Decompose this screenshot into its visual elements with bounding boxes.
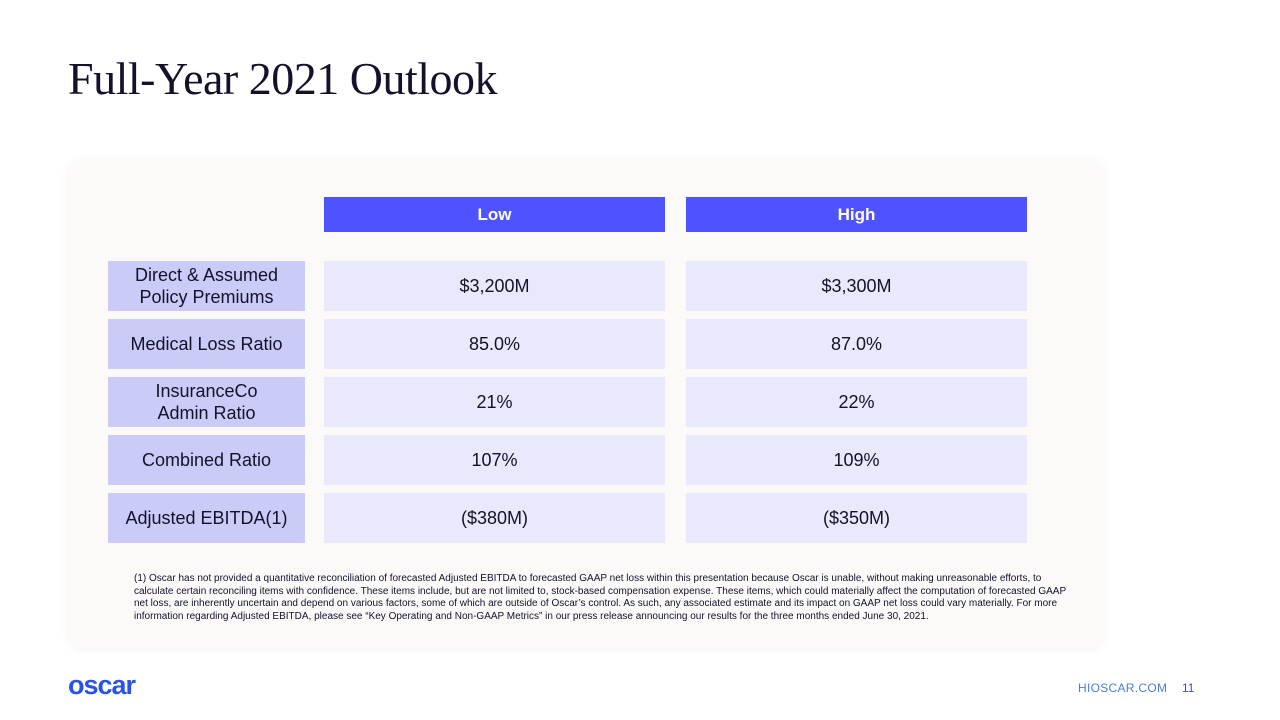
cell-combined-ratio-high: 109%: [686, 435, 1027, 485]
cell-mlr-low: 85.0%: [324, 319, 665, 369]
cell-adjusted-ebitda-high: ($350M): [686, 493, 1027, 543]
column-header-low: Low: [324, 197, 665, 232]
cell-premiums-low: $3,200M: [324, 261, 665, 311]
row-label-mlr: Medical Loss Ratio: [108, 319, 305, 369]
row-label-combined-ratio: Combined Ratio: [108, 435, 305, 485]
cell-admin-ratio-high: 22%: [686, 377, 1027, 427]
oscar-logo: oscar: [68, 670, 136, 700]
row-label-admin-ratio: InsuranceCo Admin Ratio: [108, 377, 305, 427]
page-number: 11: [1182, 681, 1195, 695]
cell-admin-ratio-low: 21%: [324, 377, 665, 427]
website-link[interactable]: HIOSCAR.COM: [1078, 681, 1168, 695]
cell-mlr-high: 87.0%: [686, 319, 1027, 369]
column-header-high: High: [686, 197, 1027, 232]
cell-combined-ratio-low: 107%: [324, 435, 665, 485]
row-label-premiums: Direct & Assumed Policy Premiums: [108, 261, 305, 311]
slide-title: Full-Year 2021 Outlook: [68, 53, 498, 104]
cell-premiums-high: $3,300M: [686, 261, 1027, 311]
cell-adjusted-ebitda-low: ($380M): [324, 493, 665, 543]
row-label-adjusted-ebitda: Adjusted EBITDA(1): [108, 493, 305, 543]
footnote: (1) Oscar has not provided a quantitativ…: [134, 573, 1066, 622]
